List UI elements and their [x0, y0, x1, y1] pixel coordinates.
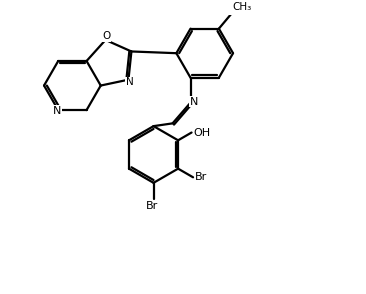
Text: OH: OH: [193, 128, 210, 138]
Text: Br: Br: [146, 201, 158, 211]
Text: N: N: [126, 77, 134, 87]
Text: CH₃: CH₃: [233, 2, 252, 12]
Text: N: N: [53, 106, 61, 116]
Text: Br: Br: [195, 172, 207, 182]
Text: O: O: [102, 31, 110, 41]
Text: N: N: [190, 97, 198, 107]
